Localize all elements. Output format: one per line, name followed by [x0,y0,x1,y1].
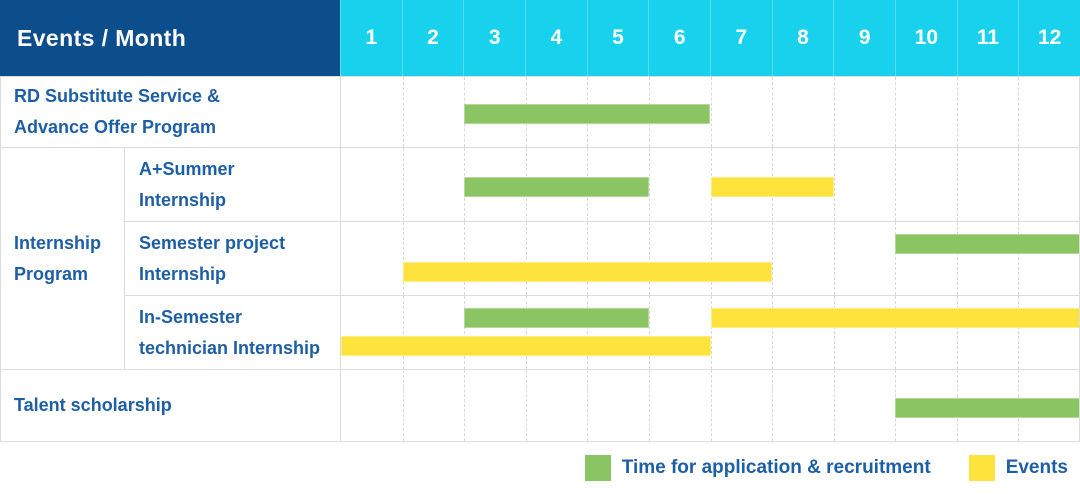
month-header-8: 8 [771,0,834,76]
recruitment-bar [464,104,711,124]
month-header-10: 10 [895,0,957,76]
row-label: RD Substitute Service & Advance Offer Pr… [0,76,340,147]
month-gridline [402,148,404,221]
chart-row [340,221,1080,295]
month-gridline [1018,222,1020,295]
chart-row [340,369,1080,441]
gantt-schedule-table: Events / Month 1 2 3 4 5 6 7 8 9 10 11 12 Internship… [0,0,1080,442]
month-gridline [710,296,712,369]
month-gridline [956,148,958,221]
month-gridline [710,222,712,295]
month-gridline [833,77,835,147]
month-gridline [648,296,650,369]
legend: Time for application & recruitment Event… [0,442,1080,494]
recruitment-bar [464,176,649,197]
month-gridline [956,77,958,147]
month-gridline [648,148,650,221]
month-gridline [587,296,589,369]
recruitment-bar [464,308,649,328]
month-header-1: 1 [340,0,402,76]
month-gridline [648,370,650,441]
month-gridline [772,370,774,441]
recruitment-bar [895,397,1080,418]
month-gridline [833,222,835,295]
month-gridline [587,222,589,295]
month-gridline [402,370,404,441]
month-header-9: 9 [833,0,895,76]
month-header-7: 7 [710,0,772,76]
chart-row [340,76,1080,147]
month-gridline [648,222,650,295]
month-gridline [525,296,527,369]
month-header-5: 5 [586,0,649,76]
month-gridline [956,222,958,295]
legend-label-recruitment: Time for application & recruitment [621,457,931,478]
event-bar [402,262,773,282]
event-bar [710,308,1080,328]
legend-item-events: Events [968,455,1068,481]
chart-row [340,295,1080,369]
events-swatch-icon [968,455,995,481]
month-gridline [833,370,835,441]
month-gridline [1018,148,1020,221]
month-gridline [772,77,774,147]
month-header-4: 4 [525,0,587,76]
month-header-2: 2 [401,0,464,76]
month-gridline [464,370,466,441]
month-gridline [710,77,712,147]
month-gridline [587,370,589,441]
recruitment-bar [895,234,1080,254]
month-gridline [525,370,527,441]
month-gridline [956,296,958,369]
month-gridline [1018,77,1020,147]
month-gridline [1018,296,1020,369]
month-gridline [833,148,835,221]
legend-label-events: Events [1005,457,1068,478]
row-label: Talent scholarship [0,369,340,441]
month-gridline [402,222,404,295]
month-gridline [464,222,466,295]
event-bar [710,176,834,197]
row-label: A+Summer Internship [124,147,340,221]
month-gridline [402,77,404,147]
group-label: Internship Program [0,147,124,369]
month-gridline [525,222,527,295]
month-gridline [464,296,466,369]
month-gridline [402,296,404,369]
row-label: Semester project Internship [124,221,340,295]
chart-row [340,147,1080,221]
month-gridline [833,296,835,369]
event-bar [341,336,711,356]
month-gridline [895,296,897,369]
month-header-3: 3 [463,0,525,76]
month-gridline [895,77,897,147]
month-gridline [710,370,712,441]
month-header-6: 6 [648,0,710,76]
month-header-12: 12 [1018,0,1080,76]
legend-item-recruitment: Time for application & recruitment [584,455,931,481]
recruitment-swatch-icon [584,455,611,481]
month-gridline [895,222,897,295]
month-header-11: 11 [956,0,1019,76]
events-month-header: Events / Month [0,0,340,76]
month-gridline [772,296,774,369]
month-gridline [895,148,897,221]
row-label: In-Semester technician Internship [124,295,340,369]
month-gridline [772,222,774,295]
